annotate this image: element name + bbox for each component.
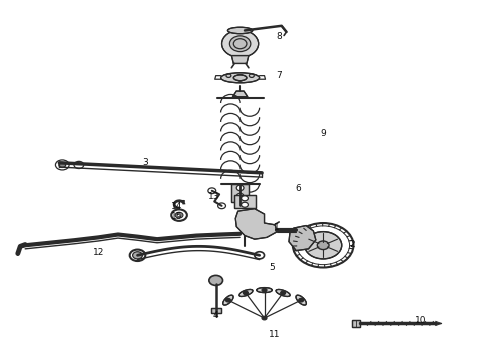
Circle shape	[244, 291, 248, 295]
Text: 4: 4	[213, 311, 219, 320]
Circle shape	[236, 185, 244, 191]
Circle shape	[236, 75, 245, 81]
Circle shape	[225, 298, 230, 302]
Circle shape	[262, 288, 267, 292]
Polygon shape	[232, 91, 248, 97]
Text: 5: 5	[269, 264, 275, 273]
Ellipse shape	[220, 73, 260, 83]
Text: 7: 7	[276, 71, 282, 80]
Circle shape	[177, 214, 181, 217]
Text: 15: 15	[171, 212, 182, 221]
Circle shape	[236, 193, 244, 199]
Text: 1: 1	[274, 223, 280, 232]
Text: 3: 3	[142, 158, 147, 167]
Circle shape	[133, 252, 143, 259]
Circle shape	[305, 231, 342, 259]
Polygon shape	[235, 209, 277, 239]
Circle shape	[209, 275, 222, 285]
Polygon shape	[234, 195, 256, 208]
Text: 8: 8	[276, 32, 282, 41]
Polygon shape	[231, 184, 249, 202]
Circle shape	[221, 30, 259, 57]
Circle shape	[281, 291, 286, 295]
Ellipse shape	[223, 295, 233, 305]
Circle shape	[262, 316, 267, 320]
Ellipse shape	[276, 289, 290, 297]
Text: 14: 14	[171, 202, 182, 211]
Circle shape	[59, 162, 66, 167]
Text: 10: 10	[415, 316, 427, 325]
Ellipse shape	[227, 27, 253, 34]
Circle shape	[299, 298, 304, 302]
Ellipse shape	[233, 75, 247, 81]
Text: 9: 9	[320, 129, 326, 138]
Circle shape	[318, 241, 329, 249]
Text: 11: 11	[269, 330, 280, 339]
Circle shape	[242, 196, 248, 201]
Ellipse shape	[239, 289, 253, 297]
Polygon shape	[231, 55, 249, 63]
Polygon shape	[289, 226, 316, 251]
Ellipse shape	[296, 295, 306, 305]
Text: 13: 13	[207, 192, 219, 201]
Text: 2: 2	[350, 240, 355, 249]
Polygon shape	[352, 320, 360, 327]
Polygon shape	[211, 309, 220, 313]
Circle shape	[175, 212, 183, 218]
Circle shape	[242, 202, 248, 207]
Text: 6: 6	[296, 184, 302, 193]
Text: 12: 12	[93, 248, 104, 257]
Ellipse shape	[257, 288, 272, 293]
Circle shape	[229, 36, 251, 51]
